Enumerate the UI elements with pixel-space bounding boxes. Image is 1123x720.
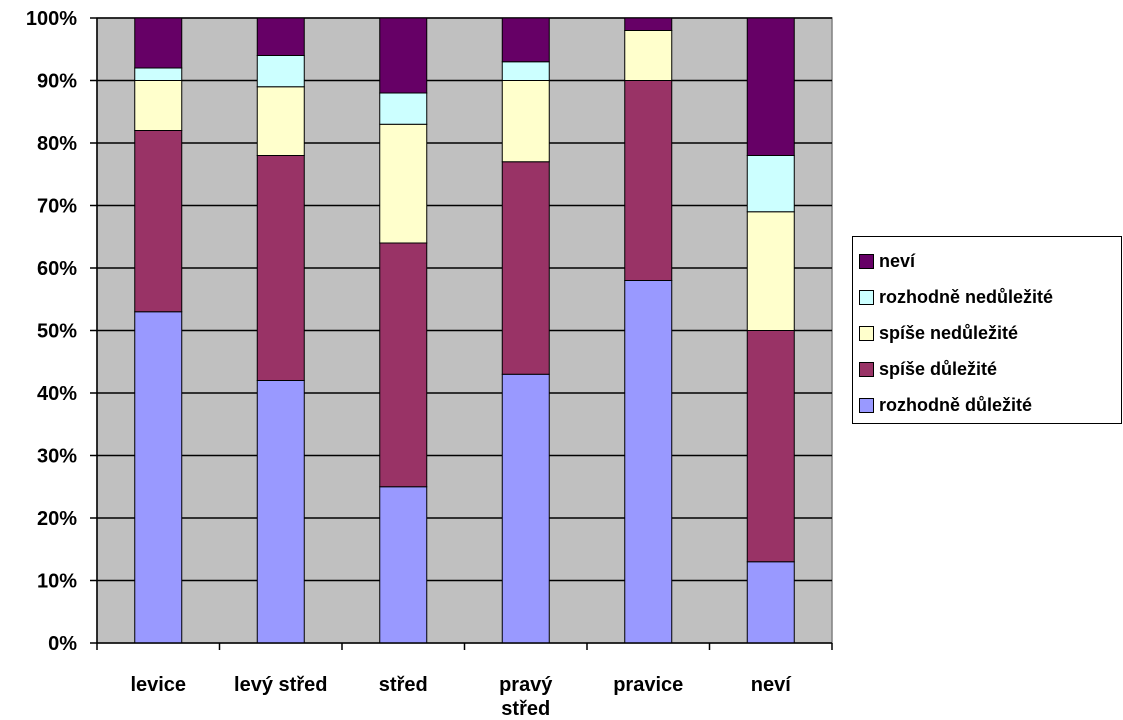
y-tick-label: 50% <box>37 321 77 343</box>
bars <box>134 17 795 644</box>
legend-item: rozhodně nedůležité <box>859 279 1121 315</box>
bar-segment <box>501 17 550 63</box>
bar-segment <box>379 242 428 488</box>
legend-item: rozhodně důležité <box>859 387 1121 423</box>
bar-segment <box>134 80 183 131</box>
bar-segment <box>501 161 550 375</box>
y-tick-label: 60% <box>37 258 77 280</box>
x-category-label: levice <box>130 674 186 696</box>
bar-segment <box>379 123 428 244</box>
x-category-label-line: neví <box>751 674 792 696</box>
x-category-label: pravice <box>613 674 683 696</box>
y-tick-label: 20% <box>37 508 77 530</box>
legend-item: neví <box>859 243 1121 279</box>
bar-segment <box>746 211 795 331</box>
bar-segment <box>746 330 795 563</box>
bar-segment <box>624 17 673 31</box>
bar-segment <box>134 311 183 644</box>
axes <box>90 17 833 650</box>
legend-swatch <box>859 289 874 305</box>
bar-segment <box>256 86 305 156</box>
x-category-label-line: pravice <box>613 674 683 696</box>
x-category-label-line: levý střed <box>234 674 327 696</box>
y-tick-labels: 0% 10% 20% 30% 40% 50% 60% 70% 80% 90% 100% <box>26 8 77 655</box>
bar-segment <box>624 80 673 281</box>
y-tick-label: 10% <box>37 571 77 593</box>
bar-segment <box>624 280 673 644</box>
bar-segment <box>624 30 673 81</box>
legend-label: neví <box>879 250 916 271</box>
gridlines <box>97 17 832 582</box>
x-category-label-line: střed <box>501 698 550 720</box>
x-category-label: střed <box>379 674 428 696</box>
bar-segment <box>379 92 428 125</box>
y-tick-label: 40% <box>37 383 77 405</box>
x-category-label-line: pravý <box>499 674 553 696</box>
bar-segment <box>256 155 305 381</box>
x-category-label-line: levice <box>130 674 186 696</box>
y-tick-label: 90% <box>37 71 77 93</box>
bar-segment <box>746 17 795 156</box>
legend-swatch <box>859 253 874 269</box>
y-tick-label: 30% <box>37 446 77 468</box>
legend-item: spíše nedůležité <box>859 315 1121 351</box>
bar-segment <box>501 80 550 163</box>
y-tick-label: 0% <box>48 633 77 655</box>
bar-segment <box>501 61 550 81</box>
legend-swatch <box>859 325 874 341</box>
bar-segment <box>134 67 183 81</box>
bar-segment <box>501 373 550 644</box>
x-category-label: neví <box>751 674 792 696</box>
y-tick-label: 80% <box>37 133 77 155</box>
x-category-label: levý střed <box>234 674 327 696</box>
y-tick-label: 70% <box>37 196 77 218</box>
legend-swatch <box>859 361 874 377</box>
bar-segment <box>746 561 795 644</box>
bar-segment <box>134 130 183 313</box>
legend: neví rozhodně nedůležité spíše nedůležité s… <box>852 236 1122 424</box>
x-category-label-line: střed <box>379 674 428 696</box>
bar-segment <box>256 55 305 88</box>
x-category-label: pravý střed <box>499 674 553 720</box>
legend-label: spíše důležité <box>879 358 998 379</box>
legend-item: spíše důležité <box>859 351 1121 387</box>
legend-label: rozhodně důležité <box>879 394 1032 415</box>
bar-segment <box>256 380 305 644</box>
bar-segment <box>134 17 183 69</box>
legend-swatch <box>859 397 874 413</box>
legend-label: spíše nedůležité <box>879 322 1019 343</box>
bar-segment <box>256 17 305 56</box>
bar-segment <box>379 17 428 94</box>
bar-segment <box>746 155 795 213</box>
legend-label: rozhodně nedůležité <box>879 286 1054 307</box>
y-tick-label: 100% <box>26 8 77 30</box>
bar-segment <box>379 486 428 644</box>
